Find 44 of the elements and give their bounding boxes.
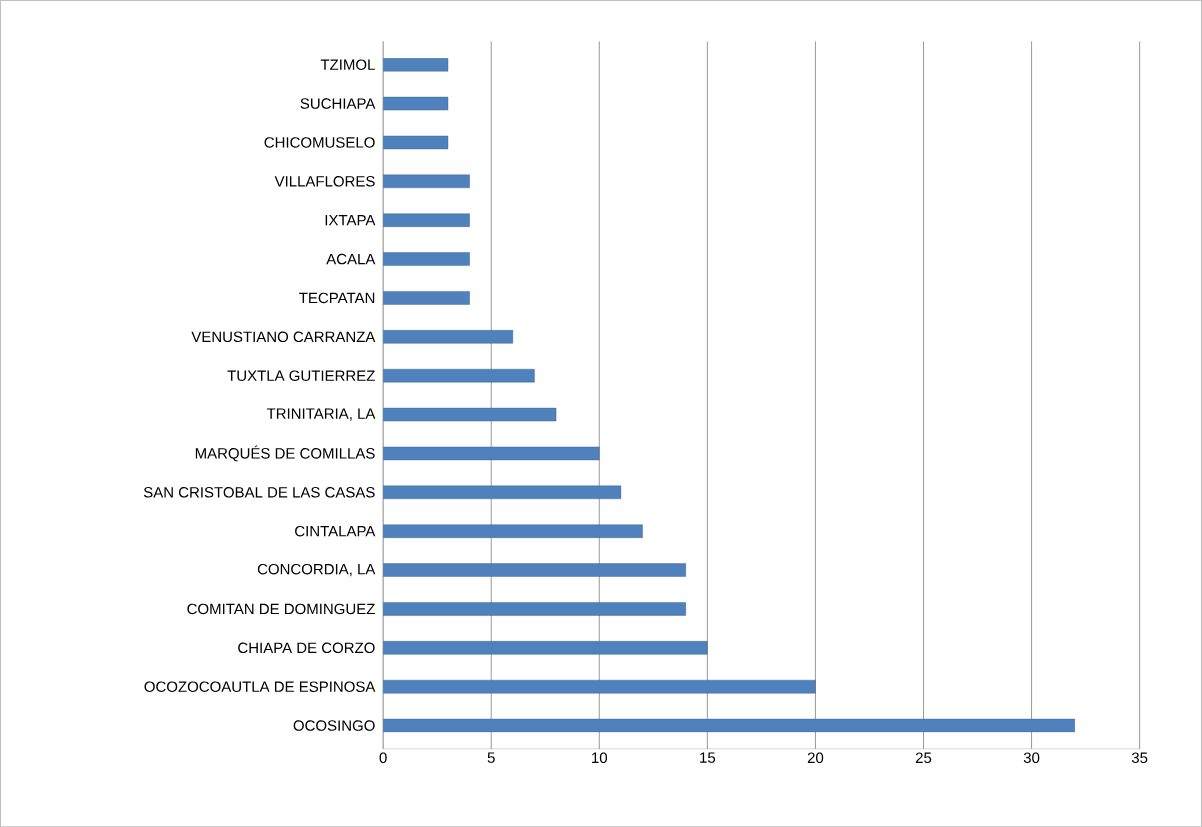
bar: [383, 174, 470, 188]
y-tick-label: VENUSTIANO CARRANZA: [191, 331, 376, 343]
x-tick-label: 0: [379, 752, 387, 763]
bar: [383, 368, 535, 383]
x-tick-label: 30: [1023, 752, 1040, 763]
y-tick-label: OCOZOCOAUTLA DE ESPINOSA: [144, 681, 376, 692]
y-tick-label: TZIMOL: [320, 59, 375, 70]
bar: [383, 135, 449, 150]
bar: [383, 718, 1075, 733]
y-tick-label: CHICOMUSELO: [264, 137, 375, 148]
y-tick-label: SUCHIAPA: [300, 98, 376, 109]
bar: [383, 407, 557, 422]
y-tick-label: TECPATAN: [299, 292, 375, 304]
bar: [383, 330, 514, 344]
y-tick-label: ACALA: [326, 253, 376, 265]
bar: [383, 96, 449, 111]
x-tick-label: 5: [487, 752, 495, 763]
bar: [383, 524, 643, 538]
bar: [383, 446, 600, 461]
bar: [383, 485, 622, 499]
bar: [383, 602, 686, 616]
y-tick-label: SAN CRISTOBAL DE LAS CASAS: [143, 486, 375, 498]
y-tick-label: TRINITARIA, LA: [266, 408, 376, 421]
y-tick-label: CHIAPA DE CORZO: [238, 642, 375, 654]
x-tick-label: 20: [807, 752, 824, 763]
bar: [383, 213, 470, 227]
y-tick-label: COMITAN DE DOMINGUEZ: [187, 603, 375, 615]
x-tick-label: 15: [700, 752, 716, 763]
bar: [383, 563, 686, 577]
bar: [383, 57, 449, 72]
bar: [383, 641, 708, 655]
bar: [383, 291, 470, 305]
y-tick-label: TUXTLA GUTIERREZ: [227, 370, 375, 381]
x-tick-label: 10: [592, 752, 608, 763]
y-tick-label: CINTALAPA: [295, 525, 376, 537]
y-tick-label: CONCORDIA, LA: [257, 563, 376, 577]
y-tick-label: IXTAPA: [325, 214, 376, 226]
y-tick-label: MARQUÉS DE COMILLAS: [195, 445, 375, 462]
x-tick-label: 35: [1131, 752, 1148, 763]
y-tick-label: OCOSINGO: [293, 720, 375, 731]
x-tick-label: 25: [915, 752, 932, 763]
y-tick-label: VILLAFLORES: [274, 175, 375, 187]
bar: [383, 252, 470, 266]
bar: [383, 679, 816, 694]
